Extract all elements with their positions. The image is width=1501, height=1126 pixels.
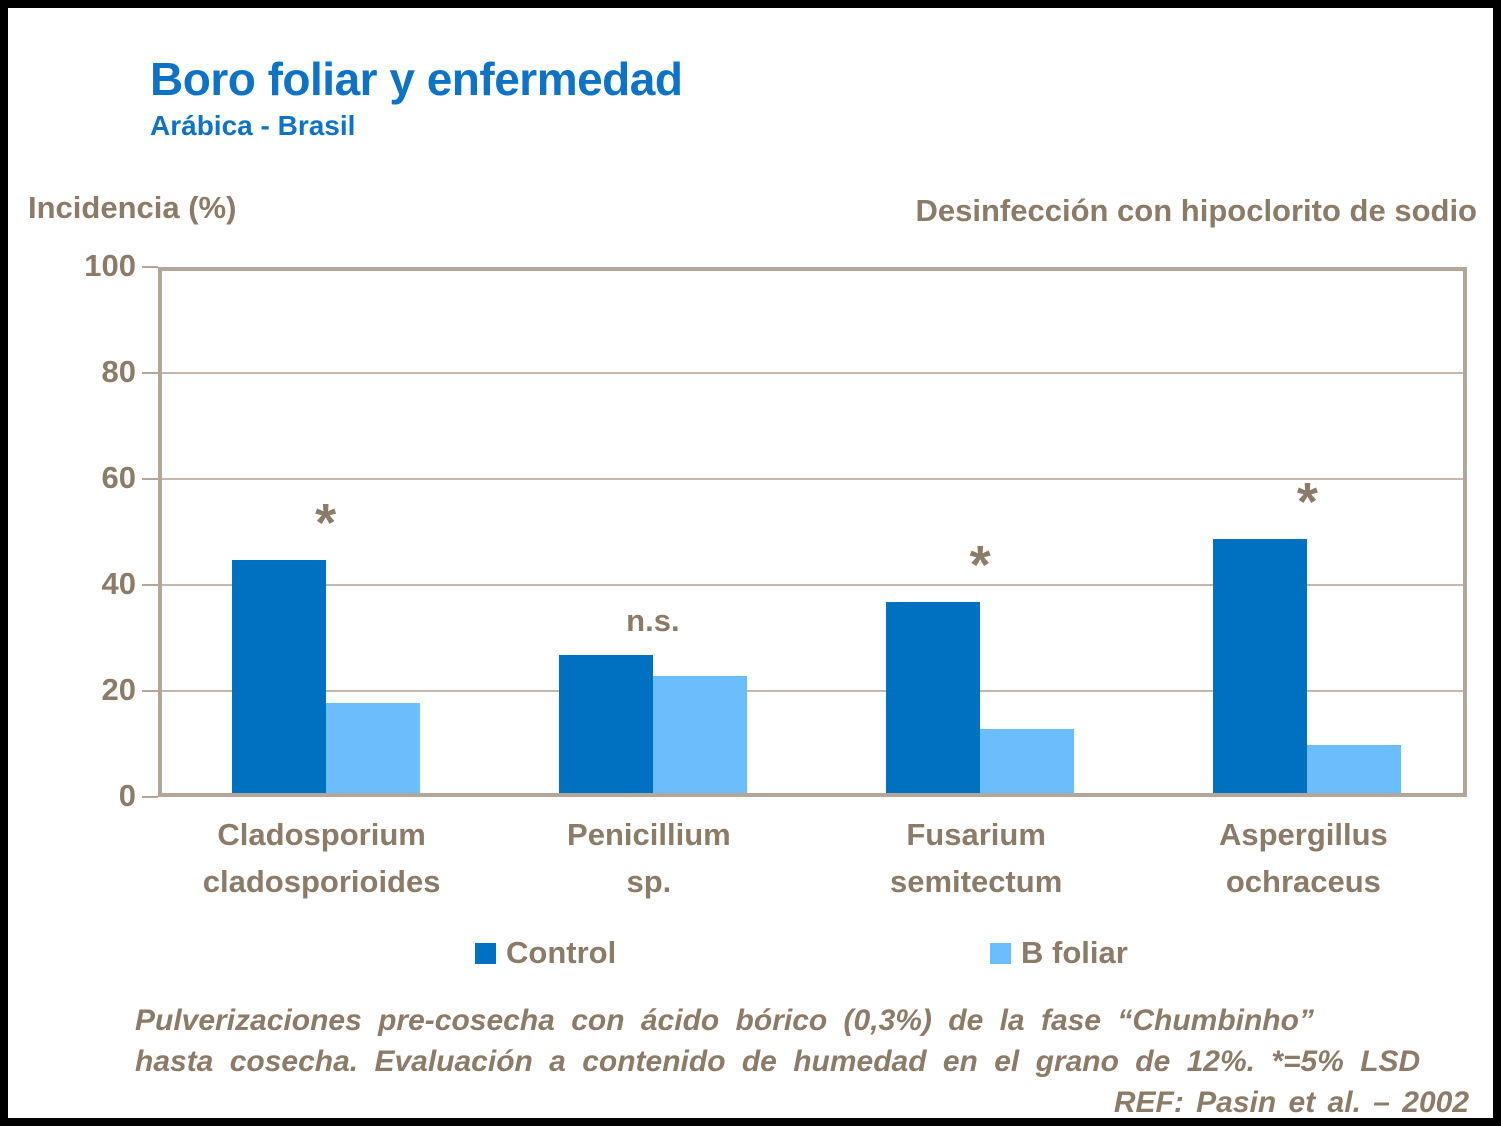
- bar-b-foliar-fusarium: [980, 729, 1075, 793]
- y-axis-tick-label-40: 40: [101, 566, 136, 601]
- y-axis-tick-mark-100: [142, 266, 158, 268]
- gridline-60: [162, 478, 1463, 480]
- legend-label-bfoliar: B foliar: [1021, 935, 1128, 970]
- footer-line-1: Pulverizaciones pre-cosecha con ácido bó…: [135, 1004, 1314, 1037]
- bar-control-cladosporium: [231, 560, 326, 793]
- bar-control-penicillium: [558, 655, 653, 793]
- legend-swatch-bfoliar: [990, 942, 1011, 964]
- y-axis-tick-mark-60: [142, 478, 158, 480]
- y-axis-tick-label-100: 100: [84, 248, 136, 283]
- footer-note: Pulverizaciones pre-cosecha con ácido bó…: [135, 1000, 1469, 1119]
- gridline-80: [162, 372, 1463, 374]
- chart-note-header: Desinfección con hipoclorito de sodio: [915, 193, 1478, 228]
- bar-b-foliar-cladosporium: [325, 703, 420, 793]
- category-label-aspergillus: Aspergillus ochraceus: [1218, 817, 1388, 899]
- category-label-penicillium: Penicillium sp.: [567, 817, 731, 899]
- significance-annotation-penicillium: n.s.: [626, 603, 680, 639]
- gridline-40: [162, 584, 1463, 586]
- plot-area: * n.s. * *: [158, 267, 1467, 797]
- bar-b-foliar-aspergillus: [1307, 745, 1402, 793]
- legend-label-control: Control: [506, 935, 617, 970]
- significance-annotation-fusarium: *: [969, 535, 991, 596]
- y-axis-tick-label-80: 80: [101, 354, 136, 389]
- significance-annotation-cladosporium: *: [315, 492, 337, 553]
- footer-line-2: hasta cosecha. Evaluación a contenido de…: [135, 1045, 1421, 1078]
- y-axis-tick-mark-40: [142, 584, 158, 586]
- legend-item-control: Control: [475, 935, 617, 970]
- footer-reference: REF: Pasin et al. – 2002: [1113, 1086, 1469, 1119]
- y-axis-tick-label-60: 60: [101, 460, 136, 495]
- page-title: Boro foliar y enfermedad: [150, 53, 683, 105]
- page-subtitle: Arábica - Brasil: [150, 110, 356, 141]
- y-axis-tick-mark-0: [142, 796, 158, 798]
- bar-b-foliar-penicillium: [652, 676, 747, 793]
- bar-control-fusarium: [886, 602, 981, 793]
- legend-item-bfoliar: B foliar: [990, 935, 1128, 970]
- y-axis-tick-label-20: 20: [101, 672, 136, 707]
- bar-control-aspergillus: [1213, 539, 1308, 793]
- significance-annotation-aspergillus: *: [1296, 471, 1318, 532]
- legend-swatch-control: [475, 942, 496, 964]
- category-label-cladosporium: Cladosporium cladosporioides: [202, 817, 441, 899]
- y-axis-title: Incidencia (%): [28, 190, 237, 225]
- gridline-20: [162, 690, 1463, 692]
- category-label-fusarium: Fusarium semitectum: [889, 817, 1063, 899]
- y-axis-tick-label-0: 0: [118, 778, 136, 813]
- y-axis-tick-mark-80: [142, 372, 158, 374]
- y-axis-tick-mark-20: [142, 690, 158, 692]
